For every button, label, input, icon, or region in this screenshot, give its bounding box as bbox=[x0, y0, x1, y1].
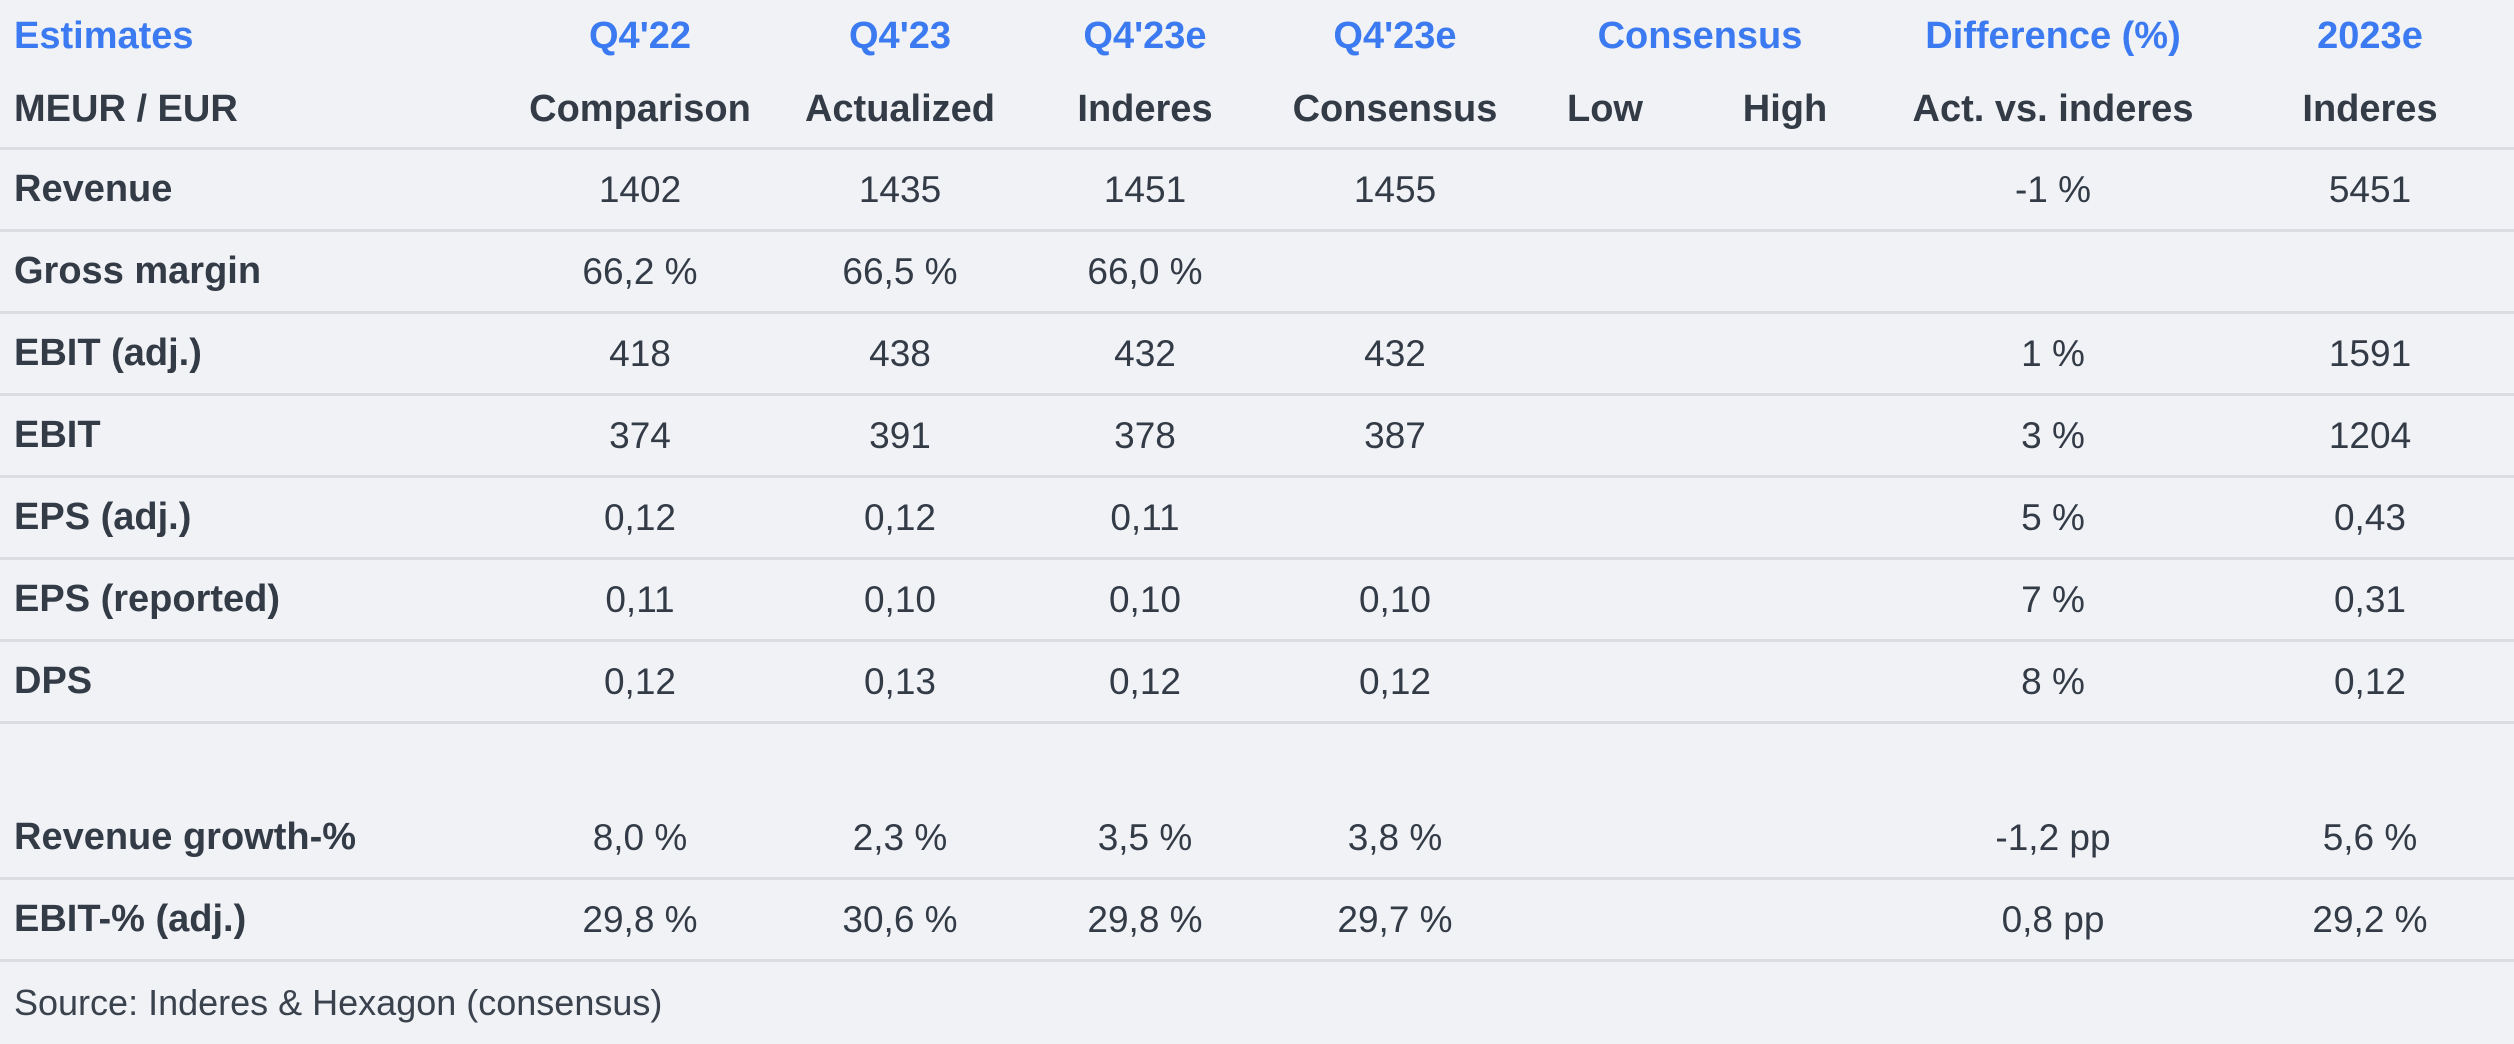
cell-inderes: 0,12 bbox=[1108, 660, 1181, 702]
row-label: EBIT-% (adj.) bbox=[14, 898, 247, 940]
cell-consensus: 432 bbox=[1364, 332, 1426, 374]
col-header-q423e-consensus: Q4'23e bbox=[1333, 14, 1457, 57]
cell-actualized: 66,5 % bbox=[842, 250, 958, 292]
cell-2023e: 0,31 bbox=[2333, 578, 2406, 620]
cell-actualized: 30,6 % bbox=[842, 898, 958, 940]
cell-2023e: 5451 bbox=[2328, 168, 2412, 210]
row-label: DPS bbox=[14, 660, 93, 702]
cell-difference: 8 % bbox=[2021, 660, 2085, 702]
table-unit: MEUR / EUR bbox=[14, 88, 238, 130]
table-row-ebit-margin-adj: EBIT-% (adj.) 29,8 % 30,6 % 29,8 % 29,7 … bbox=[0, 880, 2514, 962]
cell-consensus: 3,8 % bbox=[1347, 816, 1443, 858]
cell-inderes: 66,0 % bbox=[1087, 250, 1203, 292]
col-header-2023e: 2023e bbox=[2317, 14, 2423, 57]
cell-actualized: 391 bbox=[869, 414, 931, 456]
cell-actualized: 0,12 bbox=[863, 496, 936, 538]
col-header-q423e-inderes: Q4'23e bbox=[1083, 14, 1207, 57]
cell-actualized: 438 bbox=[869, 332, 931, 374]
cell-comparison: 8,0 % bbox=[592, 816, 688, 858]
cell-consensus: 1455 bbox=[1353, 168, 1437, 210]
col-header-consensus-group: Consensus bbox=[1597, 14, 1803, 57]
header-row-periods: Estimates Q4'22 Q4'23 Q4'23e Q4'23e Cons… bbox=[0, 0, 2514, 72]
cell-2023e: 0,43 bbox=[2333, 496, 2406, 538]
table-title: Estimates bbox=[14, 14, 194, 57]
table-row-gross-margin: Gross margin 66,2 % 66,5 % 66,0 % bbox=[0, 232, 2514, 314]
subheader-actualized: Actualized bbox=[804, 88, 996, 130]
cell-consensus: 387 bbox=[1364, 414, 1426, 456]
subheader-low: Low bbox=[1567, 88, 1643, 130]
cell-actualized: 2,3 % bbox=[852, 816, 948, 858]
table-row-revenue-growth: Revenue growth-% 8,0 % 2,3 % 3,5 % 3,8 %… bbox=[0, 798, 2514, 880]
subheader-2023e-inderes: Inderes bbox=[2302, 88, 2438, 130]
cell-inderes: 378 bbox=[1114, 414, 1176, 456]
cell-comparison: 0,12 bbox=[603, 496, 676, 538]
cell-2023e: 0,12 bbox=[2333, 660, 2406, 702]
spacer-row bbox=[0, 724, 2514, 798]
cell-inderes: 1451 bbox=[1103, 168, 1187, 210]
cell-comparison: 0,11 bbox=[605, 578, 675, 620]
row-label: Revenue growth-% bbox=[14, 816, 357, 858]
cell-comparison: 374 bbox=[609, 414, 671, 456]
subheader-act-vs-inderes: Act. vs. inderes bbox=[1912, 88, 2194, 130]
subheader-comparison: Comparison bbox=[529, 88, 751, 130]
cell-comparison: 29,8 % bbox=[582, 898, 698, 940]
header-row-subtitles: MEUR / EUR Comparison Actualized Inderes… bbox=[0, 72, 2514, 147]
cell-inderes: 0,11 bbox=[1110, 496, 1180, 538]
table-row-revenue: Revenue 1402 1435 1451 1455 -1 % 5451 bbox=[0, 150, 2514, 232]
cell-difference: 7 % bbox=[2021, 578, 2085, 620]
cell-inderes: 432 bbox=[1114, 332, 1176, 374]
cell-difference: 5 % bbox=[2021, 496, 2085, 538]
cell-comparison: 418 bbox=[609, 332, 671, 374]
subheader-high: High bbox=[1742, 88, 1828, 130]
cell-inderes: 0,10 bbox=[1108, 578, 1181, 620]
subheader-inderes: Inderes bbox=[1077, 88, 1213, 130]
cell-difference: 3 % bbox=[2021, 414, 2085, 456]
cell-difference: -1,2 pp bbox=[1995, 816, 2111, 858]
table-header: Estimates Q4'22 Q4'23 Q4'23e Q4'23e Cons… bbox=[0, 0, 2514, 150]
row-label: Revenue bbox=[14, 168, 173, 210]
col-header-q423: Q4'23 bbox=[849, 14, 951, 57]
cell-2023e: 1591 bbox=[2328, 332, 2412, 374]
cell-2023e: 5,6 % bbox=[2322, 816, 2418, 858]
cell-actualized: 0,10 bbox=[863, 578, 936, 620]
cell-inderes: 29,8 % bbox=[1087, 898, 1203, 940]
row-label: EBIT (adj.) bbox=[14, 332, 202, 374]
table-row-dps: DPS 0,12 0,13 0,12 0,12 8 % 0,12 bbox=[0, 642, 2514, 724]
cell-difference: 1 % bbox=[2021, 332, 2085, 374]
source-note: Source: Inderes & Hexagon (consensus) bbox=[14, 982, 663, 1023]
table-row-ebit-adj: EBIT (adj.) 418 438 432 432 1 % 1591 bbox=[0, 314, 2514, 396]
table-row-ebit: EBIT 374 391 378 387 3 % 1204 bbox=[0, 396, 2514, 478]
row-label: Gross margin bbox=[14, 250, 262, 292]
cell-inderes: 3,5 % bbox=[1097, 816, 1193, 858]
table-row-eps-adj: EPS (adj.) 0,12 0,12 0,11 5 % 0,43 bbox=[0, 478, 2514, 560]
cell-consensus: 0,10 bbox=[1358, 578, 1431, 620]
table-row-eps-reported: EPS (reported) 0,11 0,10 0,10 0,10 7 % 0… bbox=[0, 560, 2514, 642]
cell-comparison: 66,2 % bbox=[582, 250, 698, 292]
row-label: EBIT bbox=[14, 414, 101, 456]
col-header-difference: Difference (%) bbox=[1925, 14, 2181, 57]
row-label: EPS (adj.) bbox=[14, 496, 192, 538]
cell-actualized: 0,13 bbox=[863, 660, 936, 702]
cell-difference: 0,8 pp bbox=[2001, 898, 2105, 940]
subheader-consensus: Consensus bbox=[1292, 88, 1498, 130]
cell-consensus: 0,12 bbox=[1358, 660, 1431, 702]
col-header-q422: Q4'22 bbox=[589, 14, 691, 57]
cell-comparison: 0,12 bbox=[603, 660, 676, 702]
cell-2023e: 1204 bbox=[2328, 414, 2412, 456]
cell-consensus: 29,7 % bbox=[1337, 898, 1453, 940]
cell-actualized: 1435 bbox=[858, 168, 942, 210]
row-label: EPS (reported) bbox=[14, 578, 281, 620]
cell-2023e: 29,2 % bbox=[2312, 898, 2428, 940]
cell-comparison: 1402 bbox=[598, 168, 682, 210]
cell-difference: -1 % bbox=[2014, 168, 2092, 210]
